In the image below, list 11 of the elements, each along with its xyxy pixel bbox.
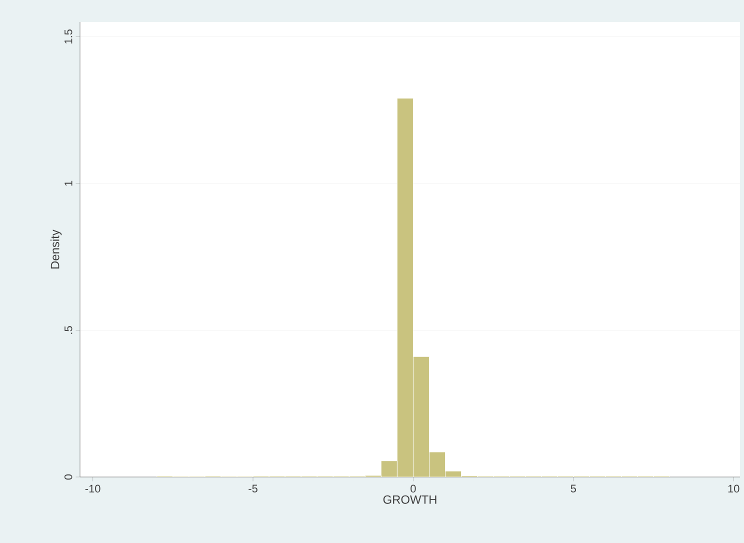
y-tick-label: .5	[64, 326, 72, 334]
x-axis-title: GROWTH	[383, 495, 436, 504]
y-tick-label: 0	[64, 474, 72, 480]
y-tick-label: 1.5	[64, 30, 72, 44]
x-tick-label: 0	[410, 484, 416, 493]
x-tick-label: -10	[85, 484, 100, 493]
x-tick-label: 5	[570, 484, 576, 492]
y-axis-title: Density	[50, 230, 62, 268]
y-tick-label: 1	[64, 180, 72, 186]
x-tick-label: -5	[248, 484, 258, 492]
x-tick-label: 10	[728, 484, 740, 493]
